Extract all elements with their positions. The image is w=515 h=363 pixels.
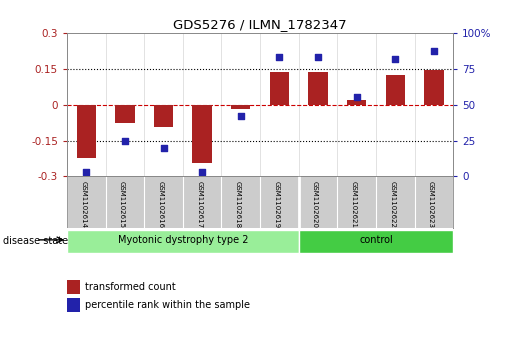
Point [236,113,245,119]
Text: GSM1102617: GSM1102617 [196,181,202,228]
Text: GSM1102616: GSM1102616 [158,181,163,228]
Text: GSM1102615: GSM1102615 [119,181,125,228]
Point [159,145,167,151]
Text: GSM1102618: GSM1102618 [235,181,241,228]
Point [275,54,283,60]
Bar [67,229,299,253]
Bar [193,105,212,163]
Point [391,56,400,61]
Bar [347,100,366,105]
Bar [299,229,453,253]
Text: GSM1102622: GSM1102622 [389,181,396,228]
Point [430,48,438,54]
Point [121,138,129,143]
Text: control: control [359,235,393,245]
Bar [386,75,405,105]
Text: disease state: disease state [3,236,67,246]
Point [314,54,322,60]
Bar [115,105,134,123]
Bar [154,105,173,127]
Bar [231,105,250,109]
Bar [77,105,96,159]
Text: GSM1102623: GSM1102623 [428,181,434,228]
Point [352,94,360,100]
Text: transformed count: transformed count [85,282,176,292]
Text: Myotonic dystrophy type 2: Myotonic dystrophy type 2 [117,235,248,245]
Text: GSM1102614: GSM1102614 [80,181,87,228]
Bar [424,70,443,105]
Point [82,169,91,175]
Text: GSM1102619: GSM1102619 [273,181,279,228]
Bar [270,72,289,105]
Title: GDS5276 / ILMN_1782347: GDS5276 / ILMN_1782347 [173,19,347,32]
Text: GSM1102620: GSM1102620 [312,181,318,228]
Text: percentile rank within the sample: percentile rank within the sample [85,300,250,310]
Bar [308,72,328,105]
Point [198,169,206,175]
Text: GSM1102621: GSM1102621 [351,181,356,228]
